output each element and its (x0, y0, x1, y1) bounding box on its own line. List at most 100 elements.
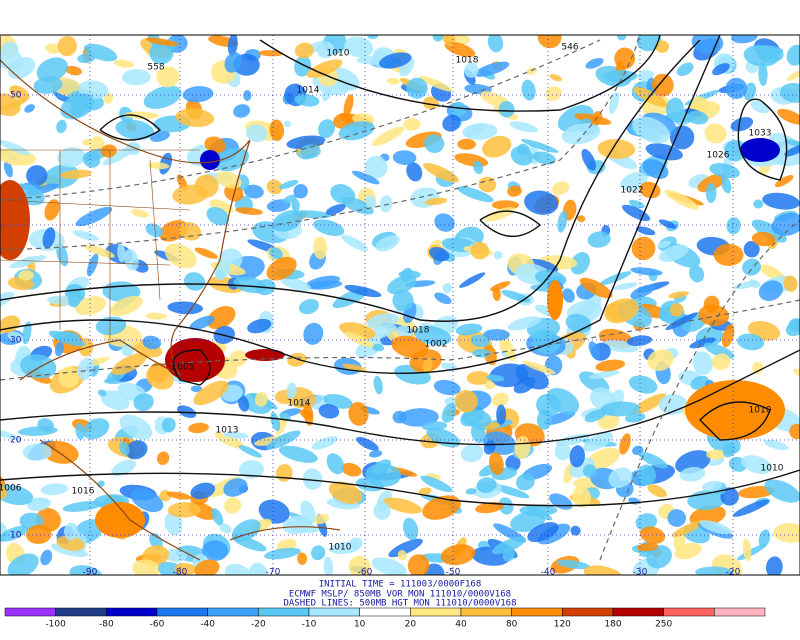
vorticity-blob (749, 279, 761, 289)
vorticity-blob (722, 442, 736, 458)
colorbar-swatch (207, 607, 259, 617)
vorticity-blob (177, 405, 197, 418)
vorticity-blob (341, 196, 374, 215)
vorticity-blob (545, 86, 562, 101)
vorticity-blob (223, 478, 248, 497)
vorticity-blob (604, 298, 639, 324)
vorticity-blob (367, 313, 399, 330)
colorbar-swatch (714, 607, 766, 617)
vorticity-blob (373, 502, 391, 520)
vorticity-blob (482, 135, 512, 158)
vorticity-blob (300, 500, 316, 524)
vorticity-blob (742, 538, 752, 562)
vorticity-core (245, 349, 285, 361)
vorticity-blob (194, 247, 218, 259)
colorbar-label: -10 (302, 620, 317, 630)
vorticity-blob (214, 147, 250, 172)
vorticity-blob (266, 179, 283, 195)
vorticity-blob (100, 144, 117, 158)
vorticity-blob (190, 385, 203, 393)
vorticity-blob (338, 121, 375, 141)
vorticity-blob (783, 143, 800, 157)
vorticity-blob (311, 545, 326, 561)
vorticity-blob (501, 290, 531, 303)
vorticity-blob (418, 75, 453, 92)
vorticity-blob (443, 35, 456, 47)
vorticity-blob (146, 366, 174, 390)
vorticity-blob (496, 404, 507, 425)
vorticity-blob (7, 331, 24, 342)
colorbar-swatch (410, 607, 462, 617)
vorticity-blob (459, 272, 486, 288)
latitude-label: 20 (10, 436, 22, 446)
vorticity-blob (341, 462, 362, 477)
vorticity-blob (115, 119, 155, 140)
vorticity-blob (145, 37, 179, 47)
vorticity-blob (713, 243, 744, 266)
isobar (0, 469, 800, 507)
vorticity-blob (556, 559, 590, 570)
isobar-label: 1033 (749, 129, 772, 139)
vorticity-blob (484, 380, 496, 390)
vorticity-blob (637, 464, 656, 486)
vorticity-blob (526, 258, 559, 273)
vorticity-blob (498, 497, 514, 515)
vorticity-blob (280, 277, 312, 292)
vorticity-blob (269, 247, 283, 260)
height-contour (0, 299, 800, 381)
vorticity-blob (787, 70, 800, 81)
vorticity-blob (666, 97, 684, 121)
colorbar-label: 10 (354, 620, 366, 630)
vorticity-blob (692, 351, 713, 375)
vorticity-blob (676, 62, 694, 76)
vorticity-blob (258, 499, 290, 524)
vorticity-blob (786, 44, 800, 66)
vorticity-blob (211, 508, 224, 526)
vorticity-blob (630, 284, 656, 299)
vorticity-blob (258, 50, 283, 57)
latitude-label: 10 (10, 531, 22, 541)
vorticity-blob (145, 312, 168, 320)
vorticity-blob (215, 260, 231, 280)
vorticity-blob (282, 194, 298, 204)
vorticity-blob (286, 382, 297, 399)
vorticity-blob (783, 275, 798, 292)
vorticity-blob (313, 236, 328, 260)
vorticity-blob (507, 316, 542, 331)
isobar-label: 1010 (327, 49, 350, 59)
vorticity-blob (669, 303, 684, 317)
isobar-label: 1005 (172, 363, 195, 373)
vorticity-blob (124, 248, 139, 271)
vorticity-blob (82, 418, 110, 440)
vorticity-blob (69, 565, 103, 575)
vorticity-blob (387, 274, 417, 295)
vorticity-blob (779, 82, 800, 103)
vorticity-blob (328, 481, 363, 504)
vorticity-blob (156, 451, 170, 466)
vorticity-blob (505, 455, 521, 471)
vorticity-blob (254, 392, 268, 407)
colorbar-swatch (258, 607, 310, 617)
vorticity-blob (111, 352, 148, 375)
vorticity-blob (658, 219, 677, 229)
vorticity-blob (600, 401, 641, 417)
vorticity-blob (156, 66, 180, 88)
vorticity-blob (125, 440, 148, 460)
colorbar-label: -20 (251, 620, 266, 630)
vorticity-blob (341, 234, 368, 252)
vorticity-blob (422, 357, 433, 374)
vorticity-blob (238, 460, 264, 479)
vorticity-blob (655, 40, 670, 53)
vorticity-blob (392, 150, 417, 165)
vorticity-blob (367, 35, 379, 40)
vorticity-blob (679, 466, 706, 482)
vorticity-blob (54, 331, 80, 343)
vorticity-blob (724, 140, 746, 162)
vorticity-blob (608, 467, 633, 488)
vorticity-blob (532, 151, 556, 165)
vorticity-blob (348, 555, 371, 575)
vorticity-blob (789, 423, 800, 440)
vorticity-blob (24, 104, 35, 113)
vorticity-blob (493, 251, 503, 260)
vorticity-blob (83, 43, 118, 62)
